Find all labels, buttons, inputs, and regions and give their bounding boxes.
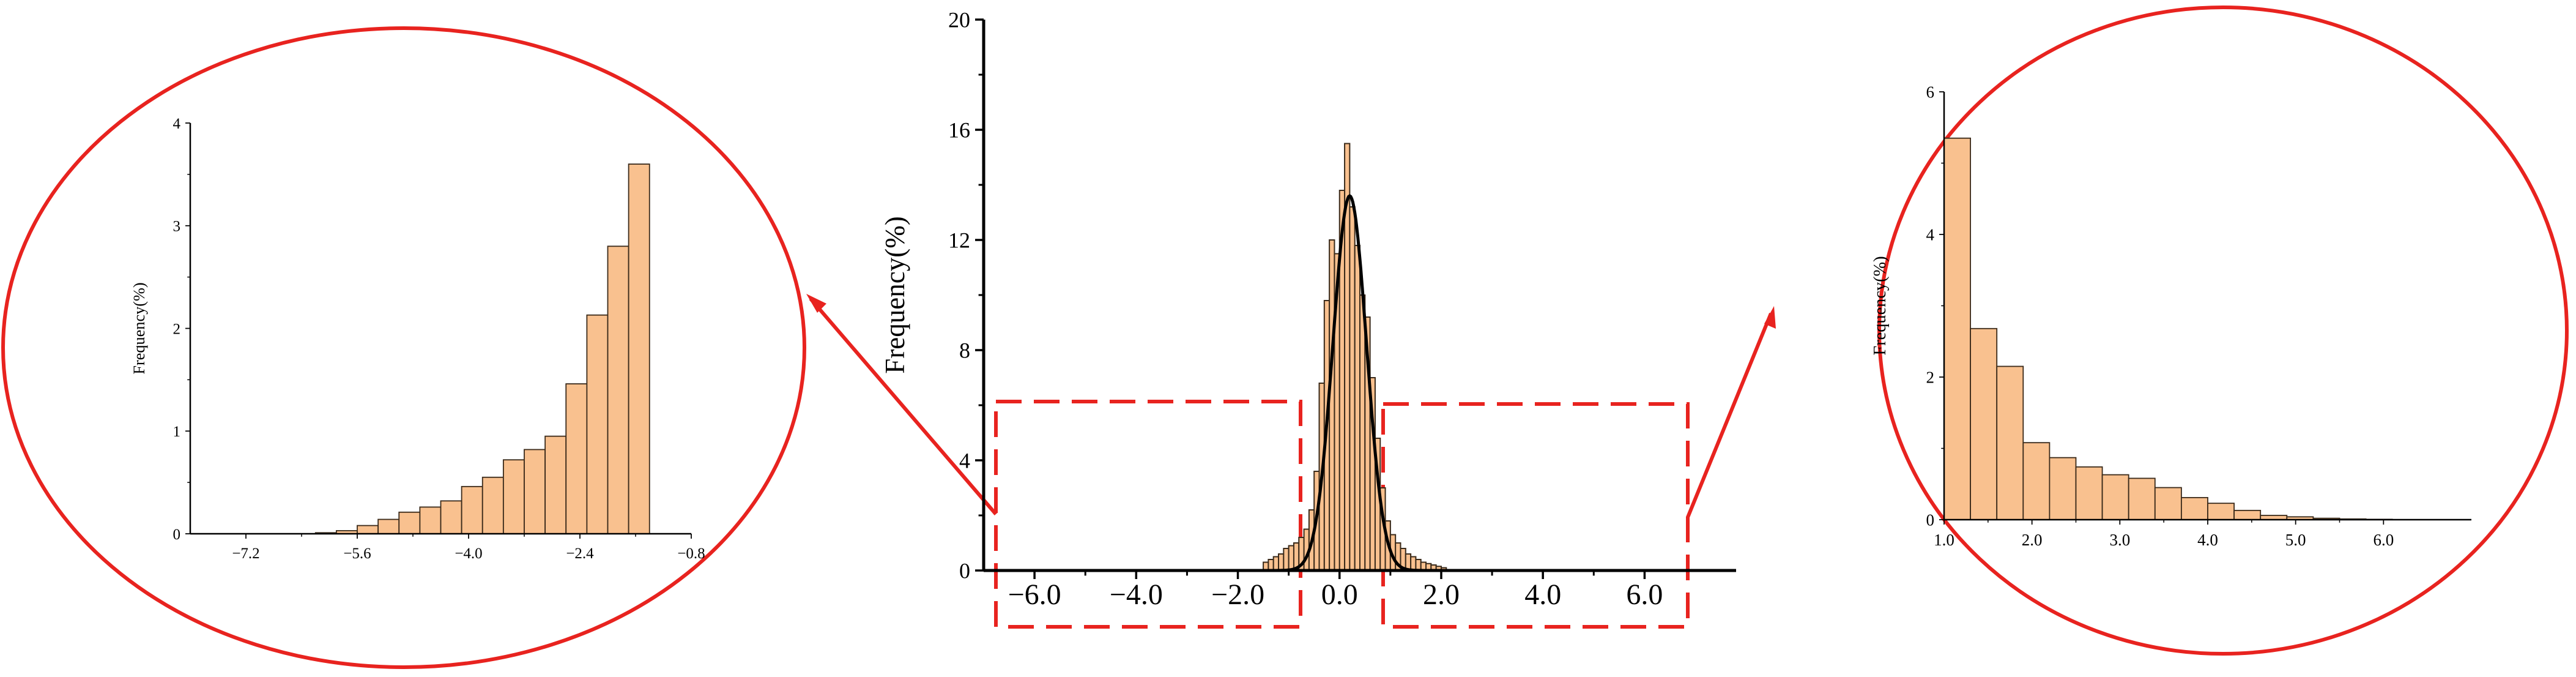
left-zoom-ellipse bbox=[1, 26, 806, 669]
main-x-tick-label-0: −6.0 bbox=[1008, 578, 1061, 611]
main-x-tick-label-3: 0.0 bbox=[1321, 578, 1358, 611]
right-y-tick-label-1: 2 bbox=[1926, 368, 1935, 386]
right-bar-6 bbox=[2101, 474, 2129, 520]
main-bar-19 bbox=[1359, 294, 1366, 571]
right-tail-dashed-box bbox=[1381, 402, 1690, 629]
right-inset-ticks: 1.0 2.0 3.0 4.0 5.0 6.0 0 2 4 6 bbox=[1926, 83, 2394, 549]
main-y-tick-label-1: 4 bbox=[959, 449, 970, 473]
main-bar-3 bbox=[1278, 553, 1285, 571]
left-y-tick-label-1: 1 bbox=[173, 424, 181, 440]
left-y-tick-label-0: 0 bbox=[173, 526, 181, 543]
right-y-tick-label-2: 4 bbox=[1926, 225, 1935, 244]
right-x-tick-label-4: 5.0 bbox=[2285, 531, 2306, 549]
right-inset-y-axis-label: Frequency(%) bbox=[1871, 256, 1890, 355]
right-x-tick-label-0: 1.0 bbox=[1934, 531, 1954, 549]
right-bar-9 bbox=[2180, 496, 2208, 520]
right-bar-0 bbox=[1943, 137, 1971, 520]
left-bar-6 bbox=[440, 500, 462, 534]
main-x-tick-label-6: 6.0 bbox=[1626, 578, 1663, 611]
right-x-tick-label-1: 2.0 bbox=[2022, 531, 2043, 549]
right-x-tick-label-3: 4.0 bbox=[2197, 531, 2218, 549]
left-bar-15 bbox=[628, 163, 650, 534]
right-bar-4 bbox=[2049, 457, 2077, 520]
left-bar-9 bbox=[502, 459, 525, 534]
left-bar-7 bbox=[461, 485, 483, 534]
left-inset-y-axis-label: Frequency(%) bbox=[130, 282, 148, 374]
left-y-tick-label-4: 4 bbox=[173, 116, 181, 132]
right-bar-1 bbox=[1970, 327, 1998, 520]
main-y-tick-label-3: 12 bbox=[948, 228, 970, 253]
left-y-tick-label-3: 3 bbox=[173, 219, 181, 235]
right-bar-2 bbox=[1996, 365, 2024, 520]
main-y-axis-label: Frequency(%) bbox=[880, 216, 910, 373]
left-inset-ticks: −7.2 −5.6 −4.0 −2.4 −0.8 0 1 2 3 4 bbox=[173, 116, 705, 562]
main-bar-5 bbox=[1288, 545, 1294, 571]
main-bar-2 bbox=[1272, 556, 1280, 571]
left-bar-5 bbox=[419, 506, 442, 534]
left-bar-8 bbox=[481, 476, 504, 534]
right-bar-11 bbox=[2233, 509, 2262, 520]
left-x-tick-label-4: −0.8 bbox=[677, 545, 705, 562]
main-y-tick-label-4: 16 bbox=[948, 118, 970, 143]
left-tail-dashed-box bbox=[994, 400, 1302, 629]
right-y-tick-label-3: 6 bbox=[1926, 83, 1935, 101]
right-inset-bars bbox=[1943, 137, 2393, 520]
main-bar-4 bbox=[1283, 548, 1290, 571]
main-y-tick-label-5: 20 bbox=[948, 8, 970, 32]
left-x-tick-label-1: −5.6 bbox=[343, 545, 371, 562]
main-bar-13 bbox=[1329, 239, 1335, 571]
right-bar-7 bbox=[2128, 477, 2156, 520]
left-callout-arrow bbox=[809, 297, 998, 515]
main-y-tick-label-2: 8 bbox=[959, 338, 970, 363]
right-x-tick-label-5: 6.0 bbox=[2373, 531, 2394, 549]
right-bar-8 bbox=[2154, 487, 2182, 520]
right-bar-5 bbox=[2075, 466, 2103, 520]
main-x-tick-label-2: −2.0 bbox=[1211, 578, 1264, 611]
right-zoom-ellipse bbox=[1877, 6, 2569, 656]
left-bar-14 bbox=[607, 245, 629, 534]
right-x-tick-label-2: 3.0 bbox=[2109, 531, 2130, 549]
main-bar-17 bbox=[1349, 206, 1356, 571]
left-bar-3 bbox=[377, 518, 400, 534]
highlight-decorations bbox=[1, 6, 2569, 669]
left-bar-4 bbox=[398, 511, 421, 534]
main-x-tick-label-4: 2.0 bbox=[1423, 578, 1460, 611]
right-bar-3 bbox=[2022, 442, 2051, 520]
right-y-tick-label-0: 0 bbox=[1926, 511, 1935, 529]
main-bar-18 bbox=[1354, 245, 1361, 571]
right-callout-arrow bbox=[1686, 312, 1773, 518]
left-x-tick-label-2: −4.0 bbox=[455, 545, 482, 562]
left-inset-bars bbox=[314, 163, 650, 534]
left-bar-11 bbox=[544, 435, 567, 534]
left-tail-histogram: −7.2 −5.6 −4.0 −2.4 −0.8 0 1 2 3 4 Frequency(%) bbox=[130, 116, 705, 562]
left-bar-12 bbox=[565, 383, 588, 534]
main-histogram: −6.0 −4.0 −2.0 0.0 2.0 4.0 6.0 0 4 8 12 16 20 Freque… bbox=[880, 8, 1736, 611]
main-x-tick-label-1: −4.0 bbox=[1110, 578, 1163, 611]
left-callout-arrowhead bbox=[806, 294, 826, 313]
main-ticks: −6.0 −4.0 −2.0 0.0 2.0 4.0 6.0 0 4 8 12 16 20 bbox=[948, 8, 1663, 611]
main-bar-1 bbox=[1268, 559, 1274, 571]
right-bar-10 bbox=[2207, 503, 2235, 520]
left-x-tick-label-3: −2.4 bbox=[566, 545, 594, 562]
left-bar-13 bbox=[586, 314, 609, 534]
left-bar-10 bbox=[524, 449, 546, 534]
main-y-tick-label-0: 0 bbox=[959, 559, 970, 583]
left-x-tick-label-0: −7.2 bbox=[232, 545, 259, 562]
right-callout-arrowhead bbox=[1764, 306, 1776, 329]
right-tail-histogram: 1.0 2.0 3.0 4.0 5.0 6.0 0 2 4 6 Frequency(%) bbox=[1871, 83, 2471, 549]
left-y-tick-label-2: 2 bbox=[173, 321, 181, 337]
main-bar-29 bbox=[1410, 556, 1417, 571]
left-bar-2 bbox=[357, 525, 379, 534]
main-x-tick-label-5: 4.0 bbox=[1524, 578, 1561, 611]
